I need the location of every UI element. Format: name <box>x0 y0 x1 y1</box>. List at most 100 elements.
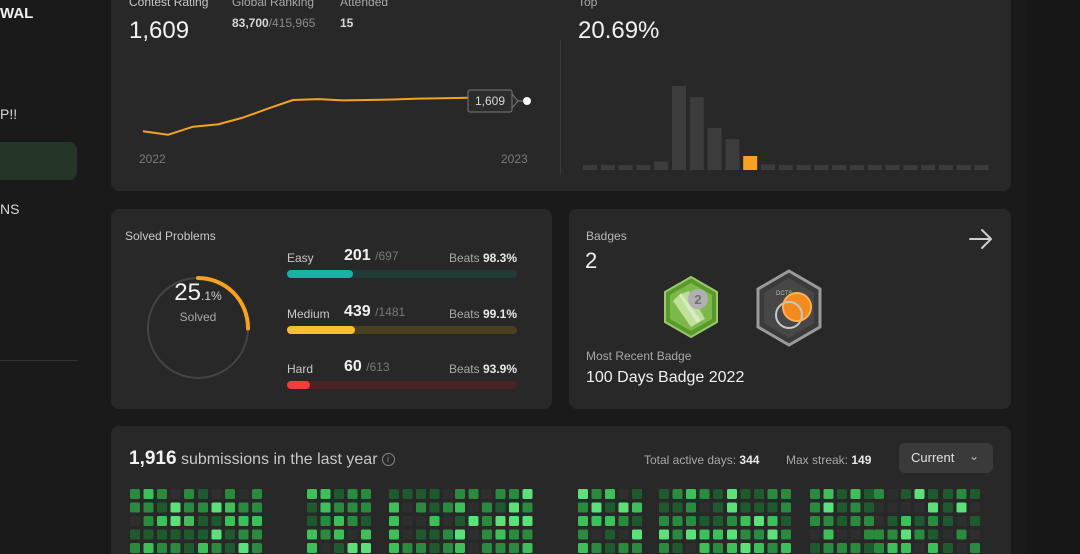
distribution-bar[interactable] <box>761 164 775 170</box>
heatmap-cell[interactable] <box>429 529 440 540</box>
heatmap-cell[interactable] <box>864 502 874 513</box>
heatmap-cell[interactable] <box>578 516 588 526</box>
heatmap-cell[interactable] <box>727 516 737 526</box>
heatmap-cell[interactable] <box>943 529 953 540</box>
heatmap-cell[interactable] <box>198 502 208 513</box>
heatmap-cell[interactable] <box>455 502 465 513</box>
heatmap-cell[interactable] <box>211 529 222 540</box>
heatmap-cell[interactable] <box>238 516 249 526</box>
heatmap-cell[interactable] <box>238 543 249 553</box>
heatmap-cell[interactable] <box>928 516 938 526</box>
heatmap-cell[interactable] <box>672 502 683 513</box>
heatmap-cell[interactable] <box>970 516 980 526</box>
heatmap-cell[interactable] <box>361 502 371 513</box>
heatmap-cell[interactable] <box>184 489 194 499</box>
heatmap-cell[interactable] <box>632 502 642 513</box>
heatmap-cell[interactable] <box>591 543 602 553</box>
heatmap-cell[interactable] <box>509 516 519 526</box>
heatmap-cell[interactable] <box>211 489 222 499</box>
heatmap-cell[interactable] <box>252 529 262 540</box>
heatmap-cell[interactable] <box>943 543 953 553</box>
heatmap-cell[interactable] <box>632 543 642 553</box>
heatmap-cell[interactable] <box>389 516 399 526</box>
heatmap-cell[interactable] <box>334 529 344 540</box>
heatmap-cell[interactable] <box>956 543 967 553</box>
heatmap-cell[interactable] <box>727 529 737 540</box>
heatmap-cell[interactable] <box>320 529 331 540</box>
heatmap-cell[interactable] <box>823 502 834 513</box>
heatmap-cell[interactable] <box>320 489 331 499</box>
heatmap-cell[interactable] <box>591 516 602 526</box>
heatmap-cell[interactable] <box>361 529 371 540</box>
heatmap-cell[interactable] <box>416 543 426 553</box>
distribution-bar[interactable] <box>636 165 651 170</box>
distribution-bar[interactable] <box>778 165 793 170</box>
heatmap-cell[interactable] <box>672 529 683 540</box>
heatmap-cell[interactable] <box>767 502 778 513</box>
heatmap-cell[interactable] <box>157 529 167 540</box>
heatmap-cell[interactable] <box>754 502 764 513</box>
heatmap-cell[interactable] <box>727 502 737 513</box>
heatmap-cell[interactable] <box>823 489 834 499</box>
heatmap-cell[interactable] <box>252 543 262 553</box>
heatmap-cell[interactable] <box>767 489 778 499</box>
heatmap-cell[interactable] <box>914 516 925 526</box>
heatmap-cell[interactable] <box>767 543 778 553</box>
heatmap-cell[interactable] <box>618 502 629 513</box>
heatmap-cell[interactable] <box>970 529 980 540</box>
heatmap-cell[interactable] <box>767 529 778 540</box>
heatmap-cell[interactable] <box>347 489 358 499</box>
heatmap-cell[interactable] <box>767 516 778 526</box>
heatmap-cell[interactable] <box>482 516 492 526</box>
heatmap-cell[interactable] <box>252 489 262 499</box>
heatmap-cell[interactable] <box>781 529 791 540</box>
heatmap-cell[interactable] <box>605 543 615 553</box>
heatmap-cell[interactable] <box>699 529 710 540</box>
heatmap-cell[interactable] <box>347 516 358 526</box>
heatmap-cell[interactable] <box>361 543 371 553</box>
heatmap-cell[interactable] <box>198 489 208 499</box>
heatmap-cell[interactable] <box>509 502 519 513</box>
heatmap-cell[interactable] <box>874 529 884 540</box>
heatmap-cell[interactable] <box>605 529 615 540</box>
heatmap-cell[interactable] <box>307 502 317 513</box>
heatmap-cell[interactable] <box>429 489 440 499</box>
distribution-bar[interactable] <box>583 165 597 170</box>
heatmap-cell[interactable] <box>713 516 723 526</box>
heatmap-cell[interactable] <box>334 543 344 553</box>
heatmap-cell[interactable] <box>225 489 235 499</box>
distribution-bar[interactable] <box>974 165 989 170</box>
distribution-bar[interactable] <box>672 86 686 170</box>
heatmap-cell[interactable] <box>874 502 884 513</box>
heatmap-cell[interactable] <box>522 502 533 513</box>
heatmap-cell[interactable] <box>754 543 764 553</box>
heatmap-cell[interactable] <box>157 489 167 499</box>
heatmap-cell[interactable] <box>914 543 925 553</box>
heatmap-cell[interactable] <box>754 516 764 526</box>
heatmap-cell[interactable] <box>781 502 791 513</box>
heatmap-cell[interactable] <box>823 529 834 540</box>
heatmap-cell[interactable] <box>591 529 602 540</box>
heatmap-cell[interactable] <box>143 516 154 526</box>
heatmap-cell[interactable] <box>402 516 413 526</box>
heatmap-cell[interactable] <box>864 529 874 540</box>
heatmap-cell[interactable] <box>416 502 426 513</box>
heatmap-cell[interactable] <box>443 516 453 526</box>
heatmap-cell[interactable] <box>429 543 440 553</box>
heatmap-cell[interactable] <box>713 489 723 499</box>
distribution-bar[interactable] <box>921 165 936 170</box>
heatmap-cell[interactable] <box>887 502 898 513</box>
heatmap-cell[interactable] <box>970 502 980 513</box>
heatmap-cell[interactable] <box>130 516 140 526</box>
heatmap-cell[interactable] <box>455 543 465 553</box>
heatmap-cell[interactable] <box>170 516 181 526</box>
distribution-bar[interactable] <box>814 165 829 170</box>
heatmap-cell[interactable] <box>389 489 399 499</box>
heatmap-cell[interactable] <box>184 529 194 540</box>
heatmap-cell[interactable] <box>781 516 791 526</box>
heatmap-cell[interactable] <box>225 529 235 540</box>
heatmap-cell[interactable] <box>468 516 479 526</box>
heatmap-cell[interactable] <box>252 502 262 513</box>
heatmap-cell[interactable] <box>864 543 874 553</box>
heatmap-cell[interactable] <box>522 516 533 526</box>
